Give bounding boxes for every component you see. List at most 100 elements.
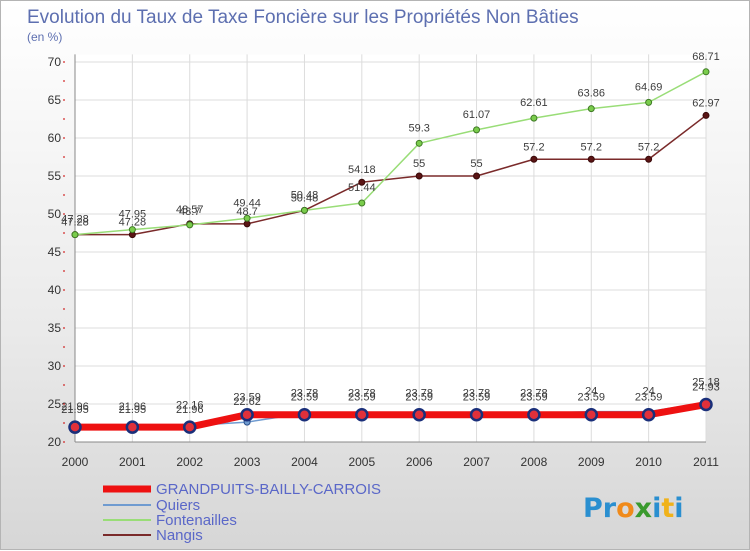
logo-part: x <box>635 493 652 524</box>
data-label: 22.62 <box>233 396 261 408</box>
data-point <box>587 155 595 163</box>
axis-layer: 20 25 30 35 40 45 50 55 60 65 70 2000 2001 2002 2003 20… <box>48 54 719 469</box>
data-label: 62.97 <box>692 97 720 109</box>
y-tick-label: 45 <box>48 245 62 259</box>
data-label: 48.7 <box>179 206 200 218</box>
data-label: 55 <box>413 158 425 170</box>
data-point <box>530 114 538 122</box>
data-point <box>358 178 366 186</box>
proxiti-logo: Proxiti <box>583 493 684 524</box>
data-label: 25.18 <box>692 377 720 389</box>
legend-label: Quiers <box>156 497 200 514</box>
y-tick-label: 20 <box>48 435 62 449</box>
data-label: 24 <box>643 386 655 398</box>
x-tick-label: 2010 <box>635 455 662 469</box>
data-label: 63.86 <box>578 88 606 100</box>
plot-area <box>75 54 706 443</box>
y-tick-label: 25 <box>48 397 62 411</box>
data-label: 50.48 <box>291 192 319 204</box>
data-label: 21.96 <box>61 401 89 413</box>
data-label: 24 <box>585 386 597 398</box>
data-point <box>645 155 653 163</box>
data-point <box>527 407 541 422</box>
data-point <box>645 98 653 106</box>
data-label: 64.69 <box>635 81 663 93</box>
data-label: 21.96 <box>176 404 204 416</box>
logo-part: i <box>652 493 661 524</box>
x-tick-label: 2005 <box>348 455 375 469</box>
data-point <box>587 105 595 113</box>
data-point <box>473 172 481 180</box>
data-label: 23.78 <box>463 387 491 399</box>
data-label: 48.7 <box>236 206 257 218</box>
data-point <box>186 221 194 229</box>
y-tick-label: 60 <box>48 131 62 145</box>
x-tick-label: 2004 <box>291 455 318 469</box>
x-tick-label: 2001 <box>119 455 146 469</box>
data-label: 62.61 <box>520 97 548 109</box>
data-label: 23.78 <box>348 387 376 399</box>
data-point <box>355 407 369 422</box>
data-point <box>71 231 79 239</box>
data-label: 23.59 <box>233 392 261 404</box>
data-point <box>300 206 308 214</box>
logo-part: o <box>616 493 635 524</box>
data-point <box>243 220 251 228</box>
data-point <box>358 199 366 207</box>
data-label: 61.07 <box>463 109 491 121</box>
y-tick-label: 55 <box>48 169 62 183</box>
data-label: 23.59 <box>405 392 433 404</box>
data-point <box>243 214 251 222</box>
data-label: 21.95 <box>119 404 147 416</box>
data-point <box>699 397 713 412</box>
y-axis-unit: (en %) <box>27 30 62 44</box>
series-line <box>74 71 707 236</box>
data-label: 57.2 <box>523 141 544 153</box>
series-layer <box>68 68 713 434</box>
data-label: 49.44 <box>233 197 261 209</box>
y-tick-label: 50 <box>48 207 62 221</box>
data-point <box>702 68 710 76</box>
data-label: 57.2 <box>581 141 602 153</box>
y-tick-label: 40 <box>48 283 62 297</box>
data-label: 22.16 <box>176 400 204 412</box>
grid-layer <box>74 54 707 443</box>
data-point <box>297 407 312 422</box>
data-label: 50.48 <box>291 189 319 201</box>
chart-title: Evolution du Taux de Taxe Foncière sur l… <box>27 7 579 28</box>
y-tick-label: 35 <box>48 321 62 335</box>
x-tick-label: 2011 <box>693 455 719 469</box>
data-label: 23.59 <box>348 392 376 404</box>
data-point <box>530 155 538 163</box>
data-point <box>641 407 656 422</box>
data-label: 21.95 <box>61 404 89 416</box>
data-point <box>68 420 82 434</box>
data-label: 55 <box>470 158 482 170</box>
data-point <box>584 407 599 422</box>
data-label: 23.59 <box>578 392 606 404</box>
data-point <box>415 172 423 180</box>
logo-part: i <box>674 493 683 524</box>
data-point <box>469 407 484 422</box>
logo-part: t <box>661 493 674 524</box>
data-label: 47.28 <box>61 217 89 229</box>
legend: GRANDPUITS-BAILLY-CARROISQuiersFontenail… <box>103 481 381 544</box>
x-tick-label: 2007 <box>463 455 490 469</box>
x-tick-label: 2006 <box>406 455 433 469</box>
data-label: 23.78 <box>520 387 548 399</box>
data-label: 47.95 <box>119 209 147 221</box>
x-tick-label: 2002 <box>176 455 203 469</box>
data-point <box>473 126 481 134</box>
data-point <box>702 111 710 119</box>
data-point <box>182 420 197 434</box>
y-tick-label: 65 <box>48 93 62 107</box>
logo-part: Pr <box>583 493 617 524</box>
data-label: 21.96 <box>119 401 147 413</box>
data-label: 24.93 <box>692 382 720 394</box>
legend-label: GRANDPUITS-BAILLY-CARROIS <box>156 481 381 498</box>
data-label: 23.59 <box>463 392 491 404</box>
data-point <box>240 407 254 422</box>
